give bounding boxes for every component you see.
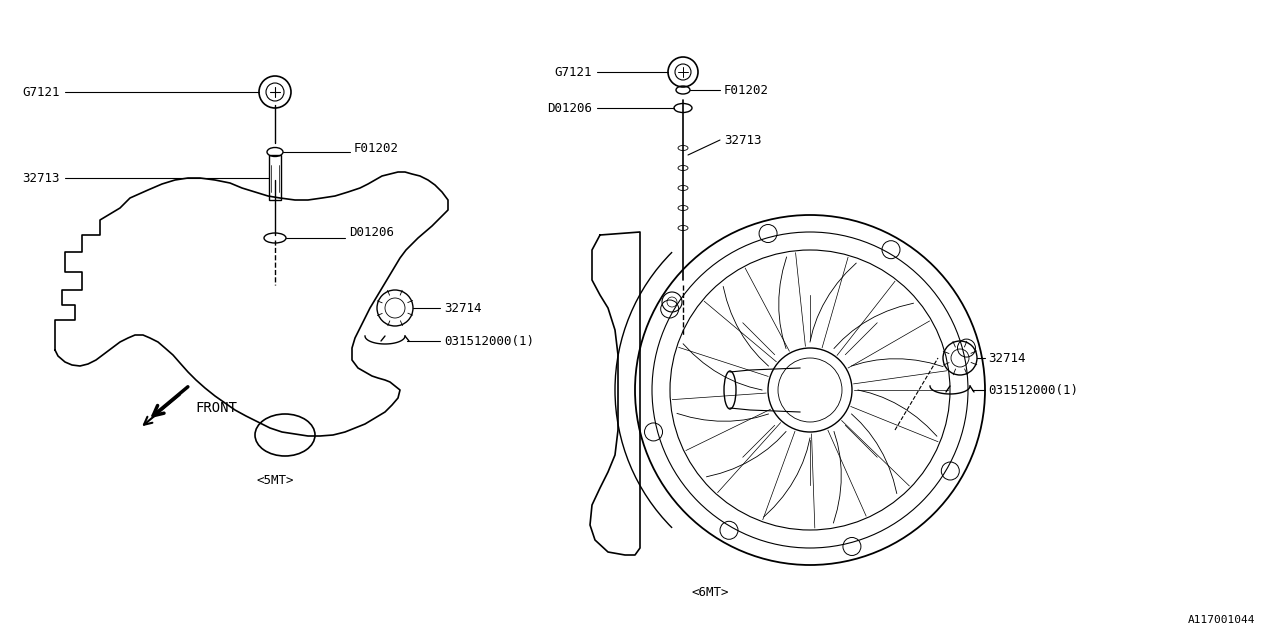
Text: A117001044: A117001044 — [1188, 615, 1254, 625]
Text: 32713: 32713 — [23, 172, 60, 184]
Text: 32714: 32714 — [988, 351, 1025, 365]
Text: 32713: 32713 — [724, 134, 762, 147]
Bar — [269, 155, 282, 200]
Text: F01202: F01202 — [724, 83, 769, 97]
Text: <5MT>: <5MT> — [256, 474, 293, 486]
Text: FRONT: FRONT — [195, 401, 237, 415]
Text: F01202: F01202 — [355, 141, 399, 154]
Text: 031512000(1): 031512000(1) — [444, 335, 534, 348]
Text: G7121: G7121 — [23, 86, 60, 99]
Text: D01206: D01206 — [349, 225, 394, 239]
Text: G7121: G7121 — [554, 65, 591, 79]
Text: 031512000(1): 031512000(1) — [988, 383, 1078, 397]
Text: 32714: 32714 — [444, 301, 481, 314]
Text: <6MT>: <6MT> — [691, 586, 728, 600]
Text: D01206: D01206 — [547, 102, 591, 115]
